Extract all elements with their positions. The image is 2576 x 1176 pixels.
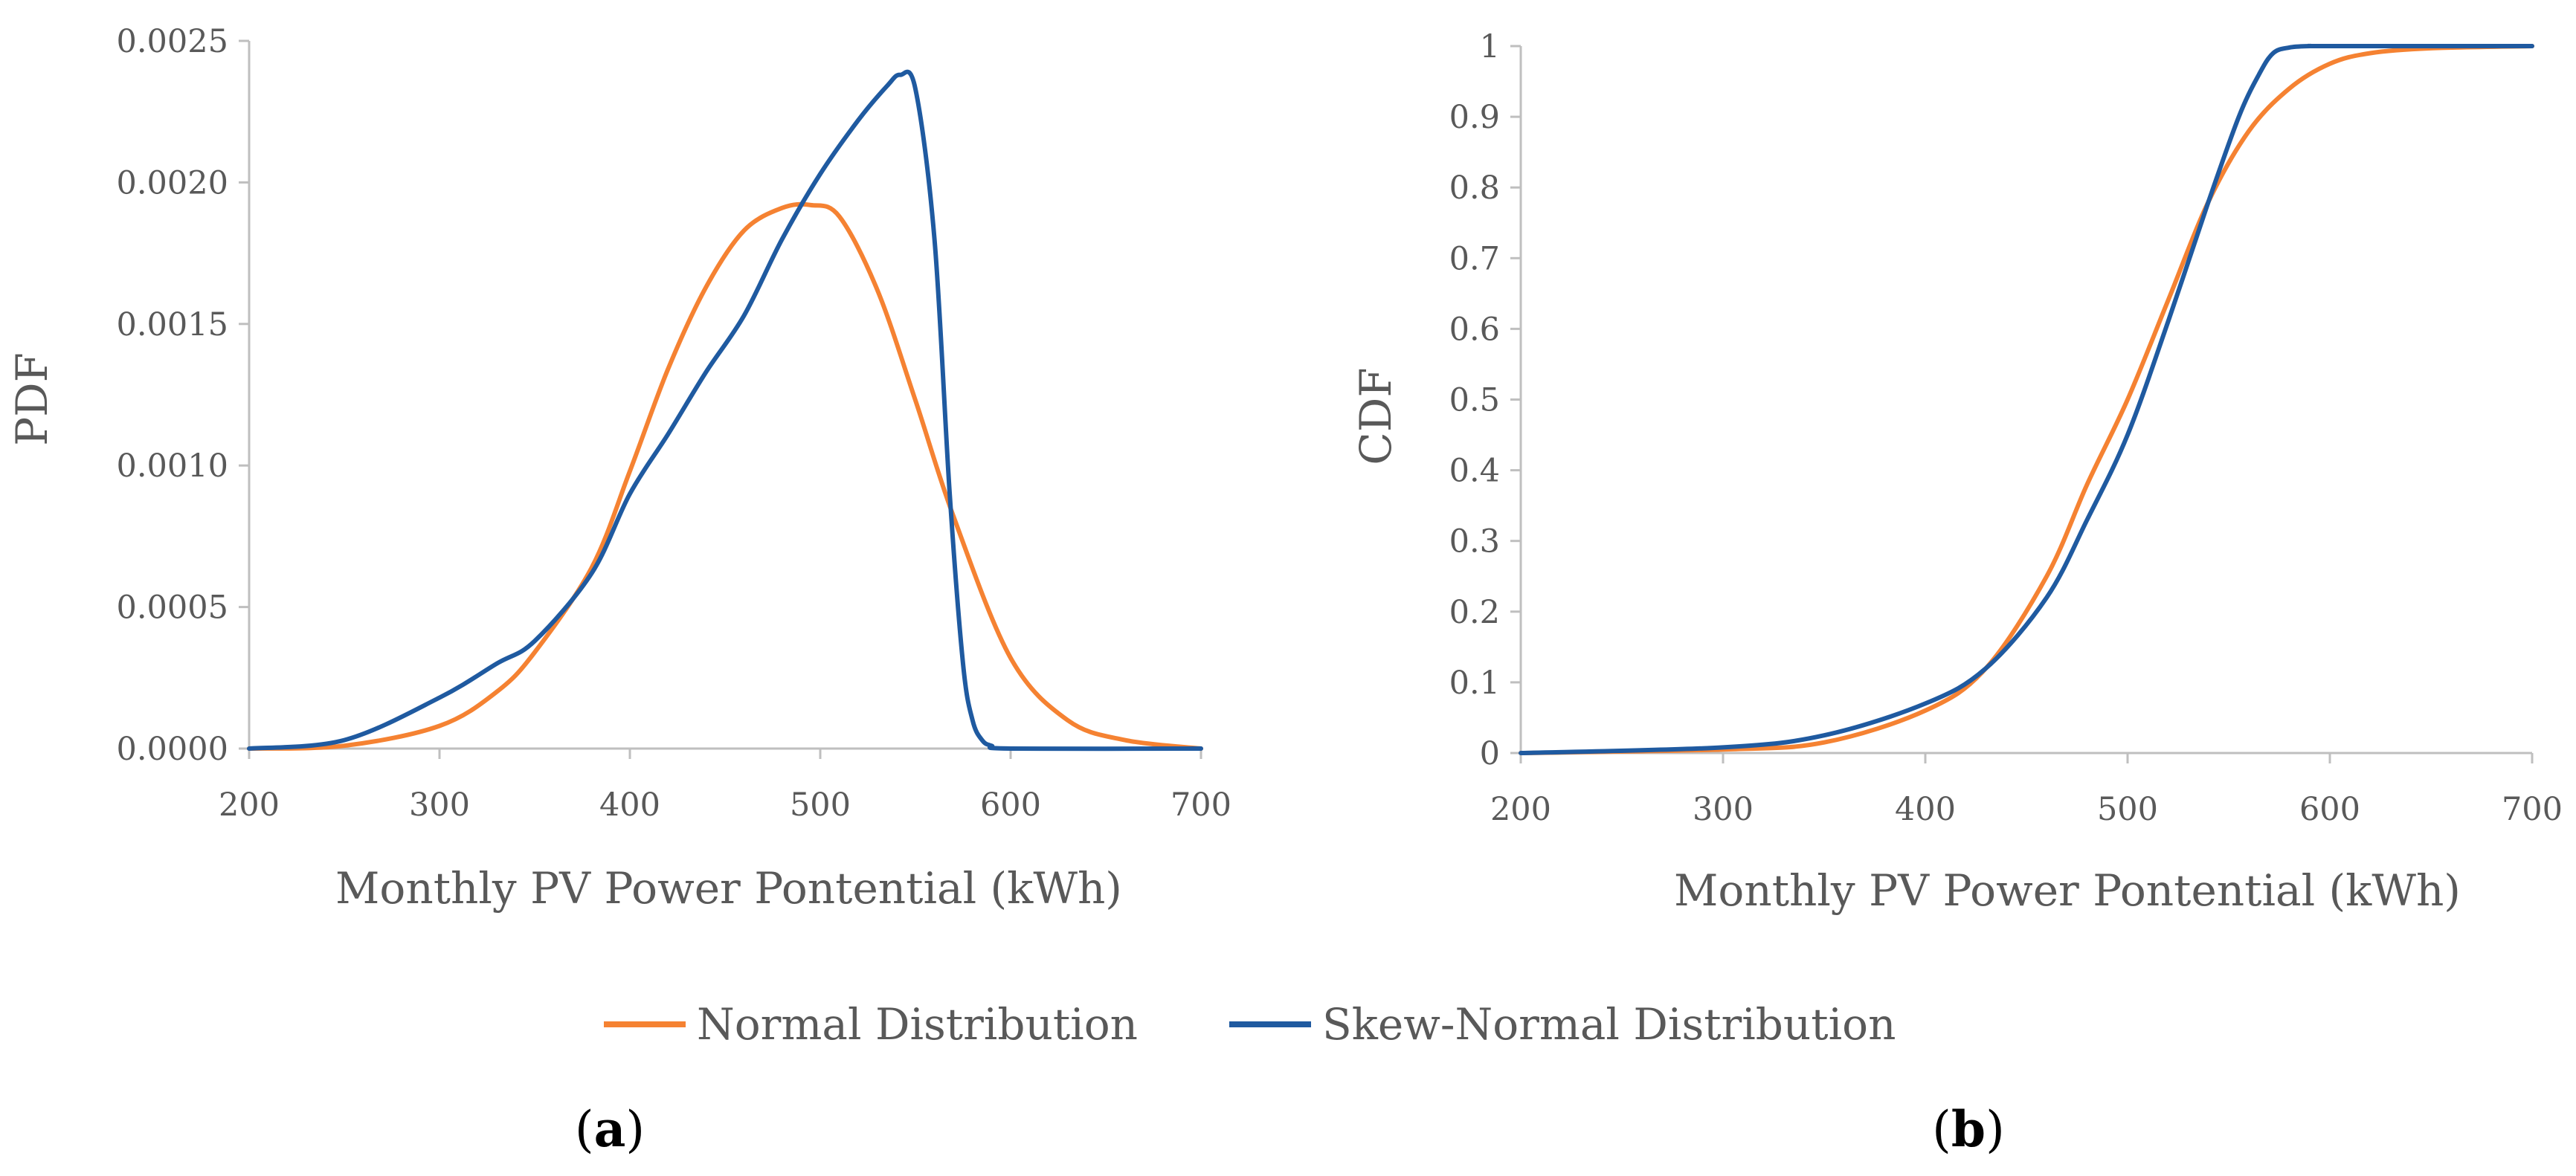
chart-a-y-tick-label: 0.0000 xyxy=(117,731,228,768)
chart-b-y-tick-label: 0.7 xyxy=(1449,240,1500,277)
panel-label-a-close: ) xyxy=(625,1101,645,1158)
chart-a-pdf: 0.0000 0.0005 0.0010 0.0015 0.0020 0.0025 200 3… xyxy=(7,23,1231,914)
chart-a-x-tick-label: 700 xyxy=(1171,786,1231,824)
chart-a-y-tick-label: 0.0020 xyxy=(117,164,228,201)
chart-b-y-axis-label: CDF xyxy=(1350,367,1401,465)
chart-b-y-tick-label: 0.3 xyxy=(1449,523,1500,560)
chart-b-x-tick-label: 500 xyxy=(2097,791,2158,828)
chart-a-x-axis-label: Monthly PV Power Pontential (kWh) xyxy=(335,863,1122,914)
chart-b-x-axis-label: Monthly PV Power Pontential (kWh) xyxy=(1674,865,2461,916)
legend: Normal Distribution Skew-Normal Distribu… xyxy=(604,999,1896,1050)
chart-a-y-tick-label: 0.0010 xyxy=(117,448,228,485)
panel-label-a-letter: a xyxy=(594,1100,626,1158)
chart-a-x-tick-label: 400 xyxy=(599,786,660,824)
chart-b-x-tick-label: 200 xyxy=(1490,791,1551,828)
chart-b-y-tick-label: 0.5 xyxy=(1449,382,1500,419)
chart-b-y-tick-label: 1 xyxy=(1480,28,1500,65)
chart-a-x-tick-label: 500 xyxy=(790,786,851,824)
panel-label-a: (a) xyxy=(575,1100,645,1158)
chart-b-y-tick-label: 0.2 xyxy=(1449,594,1500,631)
chart-a-series-skew-line xyxy=(247,69,1203,752)
chart-b-series-skew-line xyxy=(1519,43,2534,755)
chart-b-series-normal-line xyxy=(1519,44,2534,755)
chart-b-y-tick-label: 0.9 xyxy=(1449,99,1500,136)
chart-b-y-tick-label: 0 xyxy=(1480,735,1500,772)
chart-a-y-axis-label: PDF xyxy=(7,352,57,446)
panel-label-b-open: ( xyxy=(1932,1101,1951,1158)
chart-b-y-tick-label: 0.1 xyxy=(1449,665,1500,702)
chart-b-y-tick-label: 0.4 xyxy=(1449,453,1500,490)
chart-a-y-tick-label: 0.0005 xyxy=(117,589,228,627)
legend-label-skew: Skew-Normal Distribution xyxy=(1322,999,1896,1050)
chart-b-x-tick-label: 700 xyxy=(2502,791,2563,828)
chart-a-x-tick-label: 300 xyxy=(409,786,470,824)
chart-a-plot-area: 0.0000 0.0005 0.0010 0.0015 0.0020 0.0025 200 3… xyxy=(117,23,1232,824)
chart-b-y-tick-label: 0.8 xyxy=(1449,169,1500,207)
panel-label-a-open: ( xyxy=(575,1101,594,1158)
chart-b-x-tick-label: 600 xyxy=(2299,791,2360,828)
chart-b-plot-area: 0 0.1 0.2 0.3 0.4 0.5 0.6 0.7 0.8 0.9 1 200 300 400 50… xyxy=(1449,28,2563,828)
chart-b-x-tick-label: 300 xyxy=(1693,791,1754,828)
chart-b-x-tick-label: 400 xyxy=(1895,791,1956,828)
chart-a-series-normal-line xyxy=(247,201,1203,751)
panel-label-b-letter: b xyxy=(1951,1100,1986,1158)
legend-label-normal: Normal Distribution xyxy=(697,999,1138,1050)
chart-a-y-tick-label: 0.0025 xyxy=(117,23,228,60)
chart-a-x-tick-label: 200 xyxy=(219,786,280,824)
panel-label-b-close: ) xyxy=(1986,1101,2005,1158)
chart-b-y-tick-label: 0.6 xyxy=(1449,311,1500,348)
panel-label-b: (b) xyxy=(1932,1100,2005,1158)
chart-b-cdf: 0 0.1 0.2 0.3 0.4 0.5 0.6 0.7 0.8 0.9 1 200 300 400 50… xyxy=(1350,28,2563,916)
chart-a-y-tick-label: 0.0015 xyxy=(117,306,228,343)
chart-a-x-tick-label: 600 xyxy=(980,786,1041,824)
